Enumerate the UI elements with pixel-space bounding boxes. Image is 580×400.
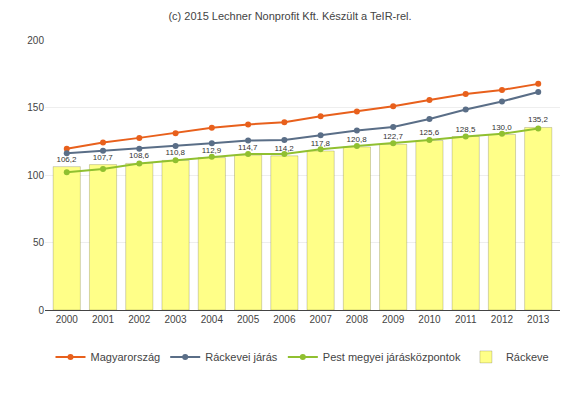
svg-text:2013: 2013	[527, 314, 550, 325]
svg-text:107,7: 107,7	[93, 153, 114, 162]
svg-text:122,7: 122,7	[383, 132, 404, 141]
svg-text:50: 50	[33, 237, 45, 248]
svg-text:2009: 2009	[382, 314, 405, 325]
svg-text:Ráckevei járás: Ráckevei járás	[205, 351, 278, 363]
svg-text:(c) 2015 Lechner Nonprofit Kft: (c) 2015 Lechner Nonprofit Kft. Készült …	[168, 10, 411, 22]
svg-text:2001: 2001	[92, 314, 115, 325]
svg-text:108,6: 108,6	[129, 151, 150, 160]
svg-text:2005: 2005	[237, 314, 260, 325]
svg-text:2011: 2011	[455, 314, 477, 325]
svg-text:112,9: 112,9	[202, 146, 222, 155]
svg-text:114,7: 114,7	[238, 143, 258, 152]
svg-text:130,0: 130,0	[492, 123, 513, 132]
svg-text:150: 150	[27, 102, 44, 113]
svg-text:2000: 2000	[56, 314, 79, 325]
svg-text:Ráckeve: Ráckeve	[506, 351, 549, 363]
svg-text:125,6: 125,6	[419, 128, 440, 137]
svg-text:135,2: 135,2	[528, 115, 549, 124]
svg-text:100: 100	[27, 170, 44, 181]
svg-text:128,5: 128,5	[455, 125, 476, 134]
svg-text:2012: 2012	[491, 314, 514, 325]
svg-text:2003: 2003	[164, 314, 187, 325]
svg-text:2007: 2007	[310, 314, 333, 325]
svg-text:117,8: 117,8	[311, 139, 331, 148]
svg-text:Pest megyei járásközpontok: Pest megyei járásközpontok	[323, 351, 461, 363]
svg-text:2008: 2008	[346, 314, 369, 325]
svg-text:2010: 2010	[418, 314, 441, 325]
svg-text:Magyarország: Magyarország	[91, 351, 161, 363]
svg-text:120,8: 120,8	[347, 135, 368, 144]
svg-text:0: 0	[38, 305, 44, 316]
svg-text:200: 200	[27, 35, 44, 46]
svg-text:2006: 2006	[273, 314, 296, 325]
svg-text:114,2: 114,2	[274, 144, 294, 153]
svg-text:106,2: 106,2	[56, 155, 77, 164]
svg-text:110,8: 110,8	[166, 148, 186, 157]
svg-text:2004: 2004	[201, 314, 224, 325]
svg-text:2002: 2002	[128, 314, 151, 325]
